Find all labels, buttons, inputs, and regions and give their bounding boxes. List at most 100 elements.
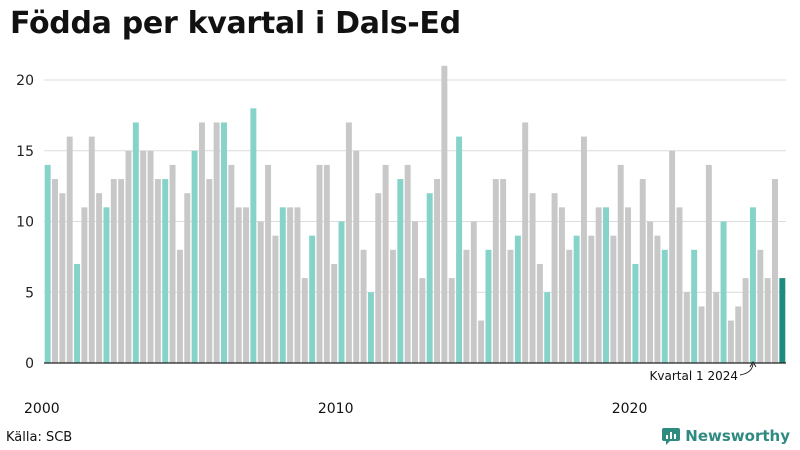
bar — [81, 207, 88, 363]
source-note: Källa: SCB — [6, 430, 73, 445]
bar — [492, 179, 499, 363]
bar — [595, 207, 602, 363]
newsworthy-logo-icon — [662, 428, 681, 445]
brand-logo: Newsworthy — [661, 427, 790, 445]
bar — [514, 235, 521, 363]
bar — [66, 136, 73, 363]
bar — [272, 235, 279, 363]
bar — [772, 179, 778, 363]
bar — [382, 164, 389, 363]
bar — [191, 150, 198, 363]
bar — [720, 221, 727, 363]
bar — [698, 306, 705, 363]
bar — [456, 136, 463, 363]
bar — [198, 122, 205, 363]
bar — [434, 179, 441, 363]
bar — [331, 263, 338, 363]
y-tick-label: 15 — [16, 144, 34, 160]
bar — [44, 164, 51, 363]
bar — [287, 207, 294, 363]
bar — [426, 193, 433, 363]
bar — [757, 249, 764, 363]
bar — [735, 306, 742, 363]
bar — [544, 292, 551, 363]
bar — [522, 122, 529, 363]
annotation-label: Kvartal 1 2024 — [650, 369, 738, 383]
bar — [88, 136, 95, 363]
bar — [250, 108, 257, 363]
bar — [345, 122, 352, 363]
bar — [353, 150, 360, 363]
bar — [96, 193, 103, 363]
bar — [404, 164, 411, 363]
bar — [52, 179, 58, 363]
bar — [448, 278, 455, 363]
bar — [485, 249, 492, 363]
bar — [639, 179, 646, 363]
bar — [389, 249, 396, 363]
bar — [580, 136, 587, 363]
annotation-arrowhead — [749, 361, 757, 368]
bar — [536, 263, 543, 363]
x-tick-label: 2010 — [318, 401, 354, 417]
bar — [132, 122, 139, 363]
bar — [669, 150, 676, 363]
bar — [301, 278, 308, 363]
y-tick-label: 20 — [16, 73, 34, 89]
y-tick-label: 5 — [25, 285, 34, 301]
bar — [654, 235, 661, 363]
bar — [360, 249, 367, 363]
bar — [375, 193, 382, 363]
x-tick-label: 2020 — [612, 401, 648, 417]
bar — [742, 278, 749, 363]
bar — [573, 235, 580, 363]
bar — [588, 235, 595, 363]
bar — [206, 179, 213, 363]
bar — [749, 207, 756, 363]
bar — [478, 320, 485, 363]
bar — [632, 263, 639, 363]
bar — [463, 249, 470, 363]
bar — [603, 207, 609, 363]
bar — [507, 249, 514, 363]
bar — [500, 179, 507, 363]
bar — [309, 235, 316, 363]
bar — [162, 179, 169, 363]
bar — [265, 164, 272, 363]
bar — [74, 263, 81, 363]
bar — [154, 179, 161, 363]
bar — [147, 150, 154, 363]
bar — [625, 207, 632, 363]
bar — [617, 164, 624, 363]
bar — [184, 193, 191, 363]
bar — [140, 150, 147, 363]
bar — [103, 207, 110, 363]
bar — [676, 207, 683, 363]
bar — [125, 150, 132, 363]
bar — [441, 65, 448, 363]
bar — [470, 221, 477, 363]
bar — [764, 278, 771, 363]
bar — [419, 278, 426, 363]
bar — [412, 221, 418, 363]
bar — [235, 207, 242, 363]
annotation-arrow — [739, 363, 754, 376]
bar — [367, 292, 374, 363]
y-tick-label: 0 — [25, 356, 34, 372]
chart-title: Födda per kvartal i Dals-Ed — [10, 6, 461, 41]
brand-name: Newsworthy — [685, 427, 790, 445]
bar — [647, 221, 654, 363]
bar — [316, 164, 323, 363]
bar — [59, 193, 66, 363]
bar — [279, 207, 286, 363]
bar — [713, 292, 720, 363]
bar — [691, 249, 698, 363]
bar — [118, 179, 125, 363]
bar — [529, 193, 536, 363]
bar — [397, 179, 404, 363]
bar — [727, 320, 734, 363]
bar — [338, 221, 345, 363]
bar — [610, 235, 617, 363]
bar — [176, 249, 183, 363]
